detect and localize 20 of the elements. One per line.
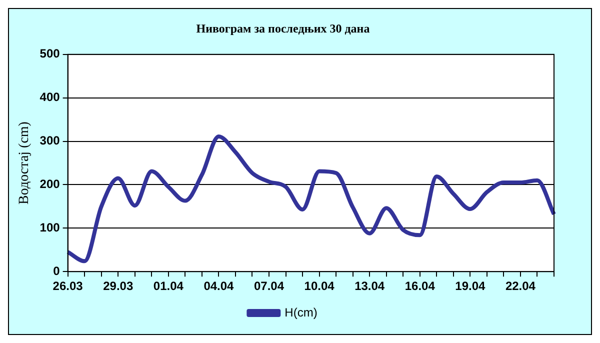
x-tick-label: 13.04 [354, 279, 385, 294]
x-tick-label: 16.04 [404, 279, 436, 294]
legend-label: H(cm) [284, 305, 318, 320]
line-series [66, 134, 556, 264]
chart-title: Нивограм за последњих 30 дана [196, 21, 370, 36]
y-axis-title: Водостај (cm) [17, 121, 32, 204]
x-tick-label: 10.04 [304, 279, 335, 294]
y-tick-label: 0 [53, 264, 60, 278]
x-tick-label: 07.04 [254, 279, 284, 294]
x-tick-label: 19.04 [455, 279, 486, 294]
y-tick-label: 200 [40, 177, 60, 192]
x-tick-label: 29.03 [103, 279, 134, 294]
y-tick-label: 300 [40, 134, 60, 148]
y-tick-label: 100 [40, 220, 60, 234]
x-tick-label: 04.04 [204, 279, 234, 294]
x-tick-label: 26.03 [52, 279, 84, 294]
y-tick-label: 400 [40, 90, 60, 104]
x-tick-label: 01.04 [153, 279, 184, 294]
x-tick-label: 22.04 [505, 279, 536, 294]
y-tick-label: 500 [40, 46, 60, 61]
